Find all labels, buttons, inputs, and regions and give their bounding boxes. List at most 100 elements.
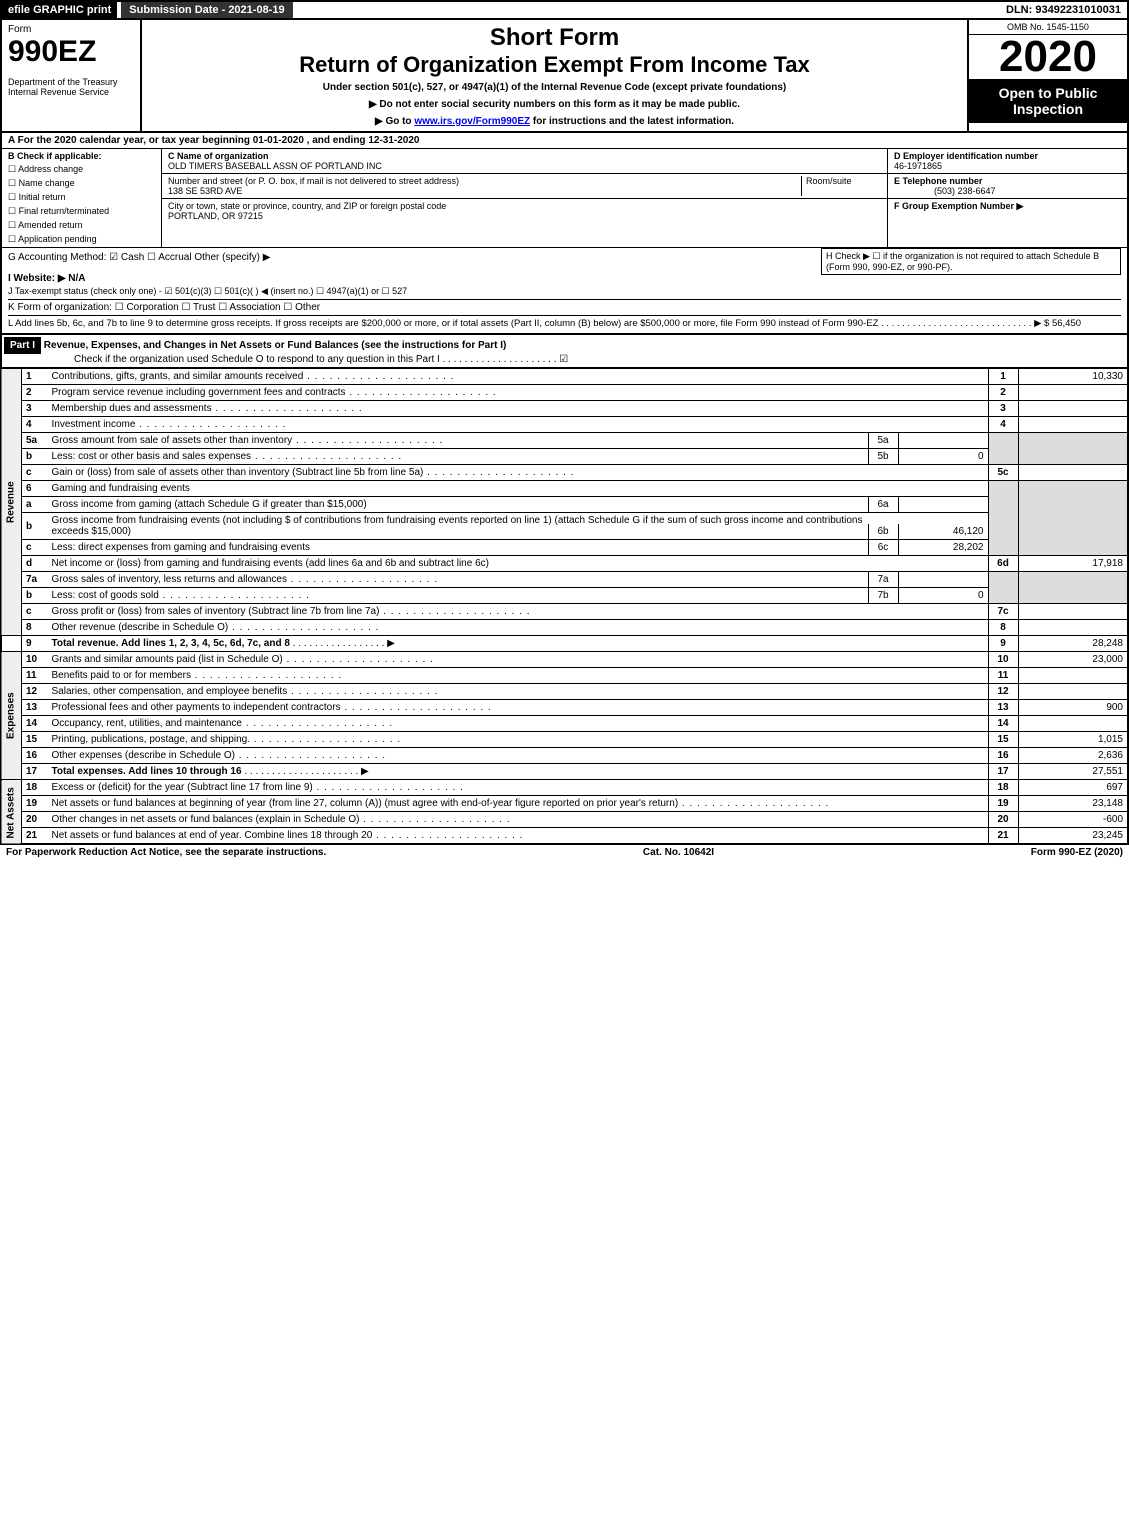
line-6: 6Gaming and fundraising events bbox=[1, 481, 1128, 497]
l5c-val bbox=[1018, 465, 1128, 481]
l21-val: 23,245 bbox=[1018, 828, 1128, 845]
revenue-side: Revenue bbox=[1, 369, 22, 636]
l21-desc: Net assets or fund balances at end of ye… bbox=[48, 828, 989, 845]
under-section: Under section 501(c), 527, or 4947(a)(1)… bbox=[152, 82, 957, 93]
l6c-sv: 28,202 bbox=[898, 540, 988, 555]
l7b-desc: Less: cost of goods sold bbox=[48, 588, 868, 603]
l6a-sv bbox=[898, 497, 988, 512]
chk-final-return[interactable]: Final return/terminated bbox=[8, 206, 155, 217]
line-4: 4Investment income4 bbox=[1, 417, 1128, 433]
phone-cell: E Telephone number (503) 238-6647 bbox=[888, 174, 1127, 199]
l20-val: -600 bbox=[1018, 812, 1128, 828]
l7b-sv: 0 bbox=[898, 588, 988, 603]
addr-label: Number and street (or P. O. box, if mail… bbox=[168, 176, 459, 186]
address-cell: Number and street (or P. O. box, if mail… bbox=[162, 174, 887, 199]
line-2: 2Program service revenue including gover… bbox=[1, 385, 1128, 401]
l1-desc: Contributions, gifts, grants, and simila… bbox=[48, 369, 989, 385]
box-b-title: B Check if applicable: bbox=[8, 151, 155, 161]
cat-no: Cat. No. 10642I bbox=[643, 847, 714, 858]
l8-val bbox=[1018, 620, 1128, 636]
d-label: D Employer identification number bbox=[894, 151, 1038, 161]
l10-val: 23,000 bbox=[1018, 652, 1128, 668]
l2-desc: Program service revenue including govern… bbox=[48, 385, 989, 401]
line-7a: 7aGross sales of inventory, less returns… bbox=[1, 572, 1128, 588]
phone-value: (503) 238-6647 bbox=[894, 186, 996, 196]
l15-val: 1,015 bbox=[1018, 732, 1128, 748]
l7a-desc: Gross sales of inventory, less returns a… bbox=[48, 572, 868, 587]
line-20: 20Other changes in net assets or fund ba… bbox=[1, 812, 1128, 828]
box-h: H Check ▶ ☐ if the organization is not r… bbox=[821, 248, 1121, 275]
line-5c: cGain or (loss) from sale of assets othe… bbox=[1, 465, 1128, 481]
dept-treasury: Department of the Treasury bbox=[8, 77, 134, 87]
form-header: Form 990EZ Department of the Treasury In… bbox=[0, 20, 1129, 133]
box-c: C Name of organization OLD TIMERS BASEBA… bbox=[162, 149, 887, 247]
chk-name-change[interactable]: Name change bbox=[8, 178, 155, 189]
line-12: 12Salaries, other compensation, and empl… bbox=[1, 684, 1128, 700]
open-to-public: Open to Public Inspection bbox=[969, 79, 1127, 123]
l6-desc: Gaming and fundraising events bbox=[48, 481, 989, 497]
l13-val: 900 bbox=[1018, 700, 1128, 716]
l12-val bbox=[1018, 684, 1128, 700]
ein-cell: D Employer identification number 46-1971… bbox=[888, 149, 1127, 174]
l5b-desc: Less: cost or other basis and sales expe… bbox=[48, 449, 868, 464]
line-7b: bLess: cost of goods sold7b0 bbox=[1, 588, 1128, 604]
l5a-desc: Gross amount from sale of assets other t… bbox=[48, 433, 868, 448]
meta-rows: H Check ▶ ☐ if the organization is not r… bbox=[0, 247, 1129, 335]
group-exemption-cell: F Group Exemption Number ▶ bbox=[888, 199, 1127, 214]
c-label: C Name of organization bbox=[168, 151, 269, 161]
website-value: I Website: ▶ N/A bbox=[8, 273, 86, 284]
l6d-val: 17,918 bbox=[1018, 556, 1128, 572]
l15-desc: Printing, publications, postage, and shi… bbox=[48, 732, 989, 748]
l5a-sv bbox=[898, 433, 988, 448]
goto-post: for instructions and the latest informat… bbox=[530, 116, 734, 127]
city-label: City or town, state or province, country… bbox=[168, 201, 446, 211]
line-7c: cGross profit or (loss) from sales of in… bbox=[1, 604, 1128, 620]
efile-print-label[interactable]: efile GRAPHIC print bbox=[2, 2, 117, 18]
l7c-desc: Gross profit or (loss) from sales of inv… bbox=[48, 604, 989, 620]
l9-val: 28,248 bbox=[1018, 636, 1128, 652]
chk-initial-return[interactable]: Initial return bbox=[8, 192, 155, 203]
part1-title: Revenue, Expenses, and Changes in Net As… bbox=[44, 340, 507, 351]
netassets-side: Net Assets bbox=[1, 780, 22, 845]
header-right: OMB No. 1545-1150 2020 Open to Public In… bbox=[967, 20, 1127, 131]
l2-val bbox=[1018, 385, 1128, 401]
ein-value: 46-1971865 bbox=[894, 161, 942, 171]
line-15: 15Printing, publications, postage, and s… bbox=[1, 732, 1128, 748]
l6c-desc: Less: direct expenses from gaming and fu… bbox=[48, 540, 868, 555]
l3-val bbox=[1018, 401, 1128, 417]
l20-desc: Other changes in net assets or fund bala… bbox=[48, 812, 989, 828]
l6b-sv: 46,120 bbox=[898, 524, 988, 539]
l13-desc: Professional fees and other payments to … bbox=[48, 700, 989, 716]
l3-desc: Membership dues and assessments bbox=[48, 401, 989, 417]
form-label: Form bbox=[8, 24, 134, 35]
chk-address-change[interactable]: Address change bbox=[8, 164, 155, 175]
line-6d: dNet income or (loss) from gaming and fu… bbox=[1, 556, 1128, 572]
lines-table: Revenue 1Contributions, gifts, grants, a… bbox=[0, 368, 1129, 845]
l6a-desc: Gross income from gaming (attach Schedul… bbox=[48, 497, 868, 512]
line-9: 9Total revenue. Add lines 1, 2, 3, 4, 5c… bbox=[1, 636, 1128, 652]
irs-link[interactable]: www.irs.gov/Form990EZ bbox=[414, 116, 530, 127]
row-j: J Tax-exempt status (check only one) - ☑… bbox=[8, 286, 1121, 297]
tax-year: 2020 bbox=[969, 35, 1127, 79]
l4-desc: Investment income bbox=[48, 417, 989, 433]
row-k: K Form of organization: ☐ Corporation ☐ … bbox=[8, 299, 1121, 313]
period-row: A For the 2020 calendar year, or tax yea… bbox=[0, 133, 1129, 149]
paperwork-notice: For Paperwork Reduction Act Notice, see … bbox=[6, 847, 326, 858]
info-block: B Check if applicable: Address change Na… bbox=[0, 149, 1129, 247]
part1-check: Check if the organization used Schedule … bbox=[4, 354, 568, 365]
l16-val: 2,636 bbox=[1018, 748, 1128, 764]
line-19: 19Net assets or fund balances at beginni… bbox=[1, 796, 1128, 812]
line-6b: bGross income from fundraising events (n… bbox=[1, 513, 1128, 540]
f-label: F Group Exemption Number ▶ bbox=[894, 201, 1023, 211]
chk-amended-return[interactable]: Amended return bbox=[8, 220, 155, 231]
header-mid: Short Form Return of Organization Exempt… bbox=[142, 20, 967, 131]
line-17: 17Total expenses. Add lines 10 through 1… bbox=[1, 764, 1128, 780]
chk-application-pending[interactable]: Application pending bbox=[8, 234, 155, 245]
l8-desc: Other revenue (describe in Schedule O) bbox=[48, 620, 989, 636]
return-title: Return of Organization Exempt From Incom… bbox=[152, 52, 957, 78]
submission-date: Submission Date - 2021-08-19 bbox=[121, 2, 292, 18]
l12-desc: Salaries, other compensation, and employ… bbox=[48, 684, 989, 700]
header-left: Form 990EZ Department of the Treasury In… bbox=[2, 20, 142, 131]
box-def: D Employer identification number 46-1971… bbox=[887, 149, 1127, 247]
top-bar: efile GRAPHIC print Submission Date - 20… bbox=[0, 0, 1129, 20]
